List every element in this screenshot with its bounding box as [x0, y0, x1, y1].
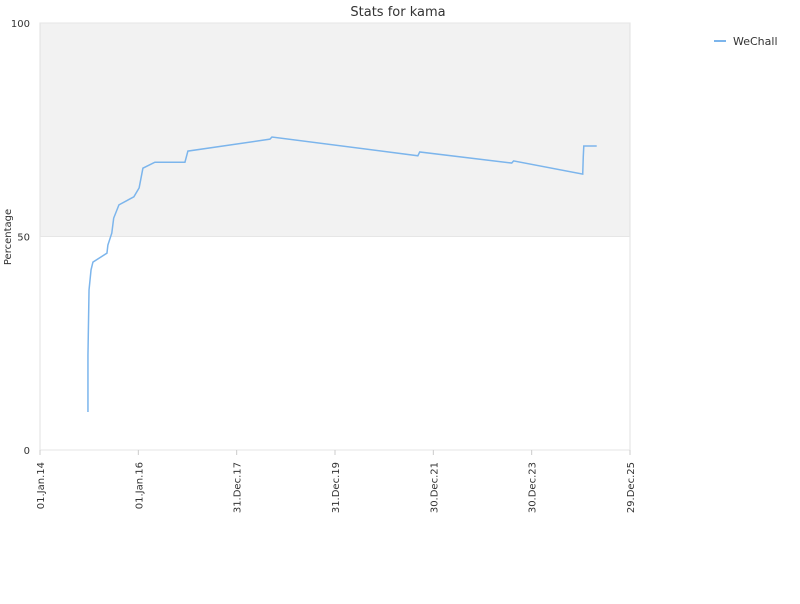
x-tick-label: 01.Jan.14 [36, 462, 47, 509]
chart-title: Stats for kama [350, 5, 445, 20]
y-tick-label: 0 [24, 446, 30, 457]
data-line [87, 136, 597, 412]
x-tick-label: 31.Dec.19 [331, 462, 342, 513]
x-tick-label: 30.Dec.21 [429, 462, 440, 513]
x-tick-label: 30.Dec.23 [528, 462, 539, 513]
x-tick-label: 31.Dec.17 [233, 462, 244, 513]
y-axis-label: Percentage [3, 209, 14, 265]
x-tick-label: 29.Dec.25 [626, 462, 637, 513]
plot-band [40, 23, 630, 237]
x-tick-label: 01.Jan.16 [134, 462, 145, 509]
y-tick-label: 100 [11, 19, 30, 30]
legend-label: WeChall [733, 35, 778, 48]
y-tick-label: 50 [17, 233, 30, 244]
